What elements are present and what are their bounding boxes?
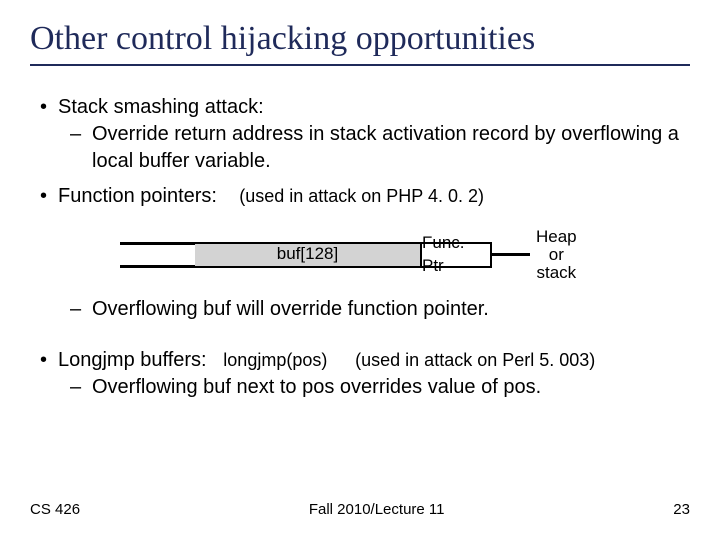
- buffer-diagram: buf[128] Func. Ptr Heap or stack: [120, 228, 690, 282]
- bullet-marker: –: [70, 121, 92, 175]
- diagram-buf-box: buf[128]: [195, 242, 420, 268]
- subbullet-override-return: – Override return address in stack activ…: [70, 121, 690, 175]
- diagram-right-segment: [492, 253, 530, 256]
- subbullet-overflow-pos: – Overflowing buf next to pos overrides …: [70, 374, 690, 401]
- bullet-text: Overflowing buf next to pos overrides va…: [92, 374, 541, 401]
- diagram-heap-label: Heap or stack: [536, 228, 577, 282]
- heap-line1: Heap: [536, 228, 577, 246]
- longjmp-call: longjmp(pos): [223, 350, 327, 370]
- bullet-marker: –: [70, 374, 92, 401]
- diagram-funcptr-box: Func. Ptr: [420, 242, 492, 268]
- bullet-marker: •: [40, 94, 58, 121]
- footer-page-number: 23: [673, 501, 690, 518]
- bullet-text-wrap: Function pointers: (used in attack on PH…: [58, 183, 484, 210]
- bullet-longjmp: • Longjmp buffers: longjmp(pos) (used in…: [40, 347, 690, 374]
- footer-left: CS 426: [30, 501, 80, 518]
- bullet-function-pointers: • Function pointers: (used in attack on …: [40, 183, 690, 210]
- bullet-note: (used in attack on Perl 5. 003): [355, 350, 595, 370]
- bullet-marker: –: [70, 296, 92, 323]
- slide-title: Other control hijacking opportunities: [30, 20, 690, 58]
- bullet-text-wrap: Longjmp buffers: longjmp(pos) (used in a…: [58, 347, 595, 374]
- bullet-marker: •: [40, 183, 58, 210]
- bullet-text: Function pointers:: [58, 185, 217, 207]
- bullet-text: Longjmp buffers:: [58, 349, 207, 371]
- bullet-text: Stack smashing attack:: [58, 94, 264, 121]
- title-rule: [30, 64, 690, 66]
- bullet-stack-smashing: • Stack smashing attack:: [40, 94, 690, 121]
- slide: Other control hijacking opportunities • …: [0, 0, 720, 540]
- subbullet-overflow-buf: – Overflowing buf will override function…: [70, 296, 690, 323]
- bullet-note: (used in attack on PHP 4. 0. 2): [239, 186, 484, 206]
- heap-line2: or: [536, 246, 577, 264]
- slide-footer: CS 426 Fall 2010/Lecture 11 23: [30, 501, 690, 518]
- bullet-text: Overflowing buf will override function p…: [92, 296, 489, 323]
- footer-center: Fall 2010/Lecture 11: [309, 501, 445, 518]
- bullet-marker: •: [40, 347, 58, 374]
- diagram-left-segment: [120, 242, 195, 268]
- heap-line3: stack: [536, 264, 577, 282]
- bullet-list: • Stack smashing attack: – Override retu…: [30, 94, 690, 401]
- bullet-text: Override return address in stack activat…: [92, 121, 690, 175]
